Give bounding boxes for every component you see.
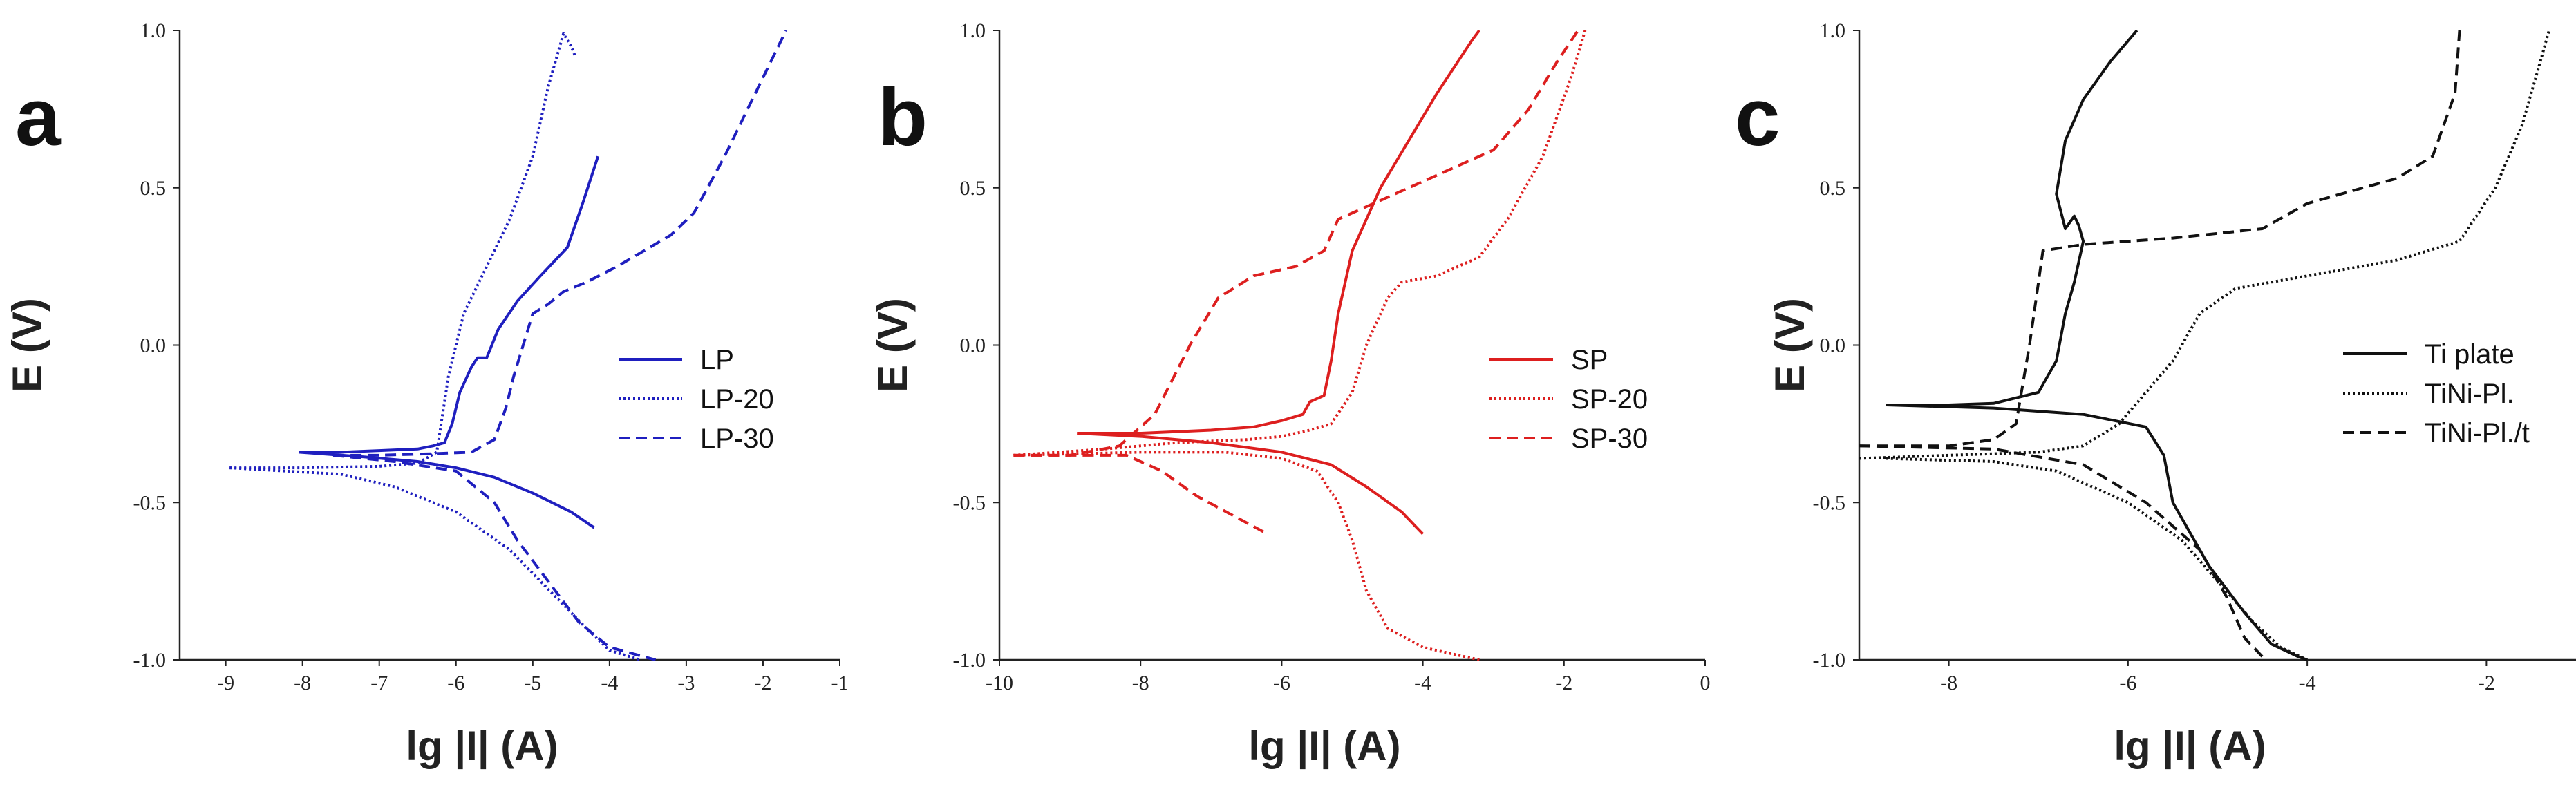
x-tick-label: -4 [2299,672,2316,694]
series-sp-20-cathodic [1013,451,1480,661]
x-tick-label: -2 [1555,672,1572,694]
y-tick-label: 0.0 [960,334,986,357]
x-tick-label: -6 [447,672,464,694]
y-tick-label: -0.5 [1813,491,1846,514]
x-tick-label: -6 [1273,672,1290,694]
y-tick-label: 1.0 [140,19,167,42]
legend-label: TiNi-Pl./t [2425,418,2530,448]
series-sp-30-cathodic [1013,453,1268,535]
x-tick-label: -2 [754,672,771,694]
series-tini-pl-t-anodic [1859,30,2461,448]
series-sp-anodic [1077,29,1480,435]
series-sp-cathodic [1077,432,1425,535]
x-tick-label: -2 [2478,672,2495,694]
y-tick-label: -0.5 [133,491,167,514]
x-tick-label: -3 [677,672,695,694]
panel-letter: c [1735,72,1780,163]
x-tick-label: -8 [294,672,311,694]
panel-letter: b [878,72,928,163]
y-tick-label: -1.0 [1813,649,1846,672]
x-axis-title: lg |I| (A) [406,723,558,770]
legend-label: Ti plate [2425,339,2514,370]
y-tick-label: 0.0 [1820,334,1846,357]
y-axis-title: E (V) [1767,298,1813,392]
x-tick-label: -6 [2119,672,2136,694]
series-tini-pl-t-cathodic [1859,444,2264,658]
panel-letter: a [15,72,62,163]
x-tick-label: -8 [1940,672,1957,694]
x-axis-title: lg |I| (A) [1248,723,1400,770]
panel-a: -1.0 -0.5 0.0 0.5 1.0 -9 -8 -7 -6 -5 -4 -3 -2 -1 lg |I… [4,19,849,770]
series-sp-20-anodic [1013,30,1587,457]
legend-label: SP-20 [1571,384,1648,415]
series-ti-plate-anodic [1886,29,2138,406]
series-tini-pl--anodic [1859,30,2551,460]
series-lp-anodic [299,155,600,454]
x-tick-label: -4 [601,672,618,694]
legend-label: LP-30 [700,424,774,454]
panel-c: -1.0 -0.5 0.0 0.5 1.0 -8 -6 -4 -2 lg |I| (A) E (V)… [1735,19,2576,770]
x-tick-label: 0 [1700,672,1711,694]
series-lp-30-anodic [333,30,788,457]
y-tick-label: 1.0 [1820,19,1846,42]
legend-label: LP-20 [700,384,774,415]
x-tick-label: -1 [831,672,849,694]
y-tick-label: -1.0 [953,649,986,672]
x-tick-label: -7 [370,672,388,694]
y-tick-label: 0.5 [140,177,167,200]
x-tick-label: -10 [986,672,1013,694]
panel-b: -1.0 -0.5 0.0 0.5 1.0 -10 -8 -6 -4 -2 0 lg |I| (A) E… [869,19,1711,770]
y-tick-label: 1.0 [960,19,986,42]
x-tick-label: -8 [1132,672,1149,694]
legend-label: SP-30 [1571,424,1648,454]
x-tick-label: -4 [1414,672,1431,694]
x-axis-title: lg |I| (A) [2114,723,2266,770]
series-lp-30-cathodic [332,453,657,661]
x-tick-label: -5 [524,672,541,694]
y-axis-title: E (V) [869,298,916,392]
y-tick-label: -1.0 [133,649,167,672]
y-axis-title: E (V) [4,298,50,392]
x-tick-label: -9 [217,672,234,694]
legend-label: TiNi-Pl. [2425,379,2514,409]
y-tick-label: 0.5 [1820,177,1846,200]
series-lp-cathodic [298,451,595,529]
y-tick-label: -0.5 [953,491,986,514]
series-sp-30-anodic [1013,29,1579,457]
legend-label: LP [700,345,734,375]
y-tick-label: 0.5 [960,177,986,200]
y-tick-label: 0.0 [140,334,167,357]
legend-label: SP [1571,345,1608,375]
series-tini-pl--cathodic [1886,457,2308,661]
series-lp-20-anodic [229,32,576,470]
